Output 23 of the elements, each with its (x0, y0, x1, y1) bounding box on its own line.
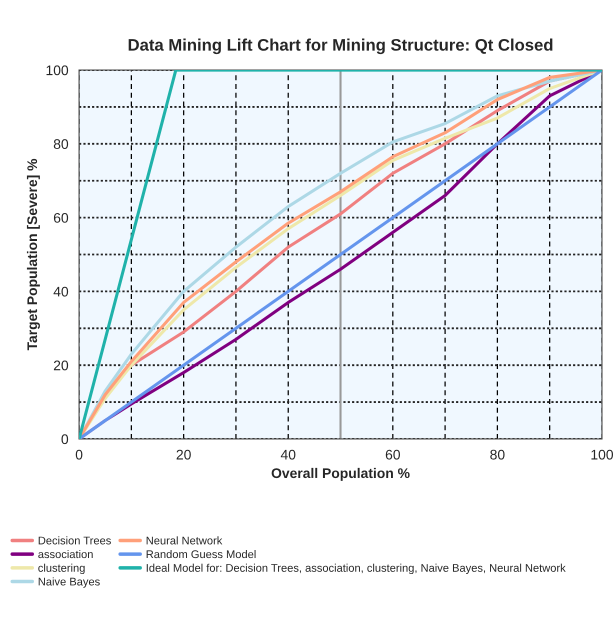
legend-label: Naive Bayes (38, 577, 100, 588)
y-tick-label: 20 (54, 360, 68, 370)
legend-label: clustering (38, 564, 85, 574)
y-tick-label: 40 (54, 286, 68, 297)
x-tick-label: 60 (386, 450, 400, 460)
x-tick-label: 20 (176, 450, 191, 460)
legend-label: Decision Trees (38, 536, 111, 544)
x-tick-label: 40 (280, 450, 296, 460)
y-tick-label: 0 (61, 434, 68, 444)
line-series (79, 70, 602, 439)
legend-label: Ideal Model for: Decision Trees, association, clustering, Naive Bayes, Neural Network (146, 564, 566, 574)
y-axis-title: Target Population [Severe] % (26, 158, 40, 350)
y-tick-label: 100 (46, 65, 68, 76)
y-tick-label: 80 (54, 139, 68, 150)
legend-label: Neural Network (146, 536, 222, 544)
x-tick-label: 0 (76, 450, 82, 460)
x-axis-title: Overall Population % (272, 468, 410, 481)
x-tick-label: 80 (490, 450, 505, 460)
legend-label: association (38, 550, 93, 558)
x-tick-label: 100 (591, 450, 613, 460)
chart-title: Data Mining Lift Chart for Mining Structure: Qt Closed (128, 38, 552, 54)
y-tick-label: 60 (54, 212, 68, 223)
legend-label: Random Guess Model (146, 550, 256, 558)
